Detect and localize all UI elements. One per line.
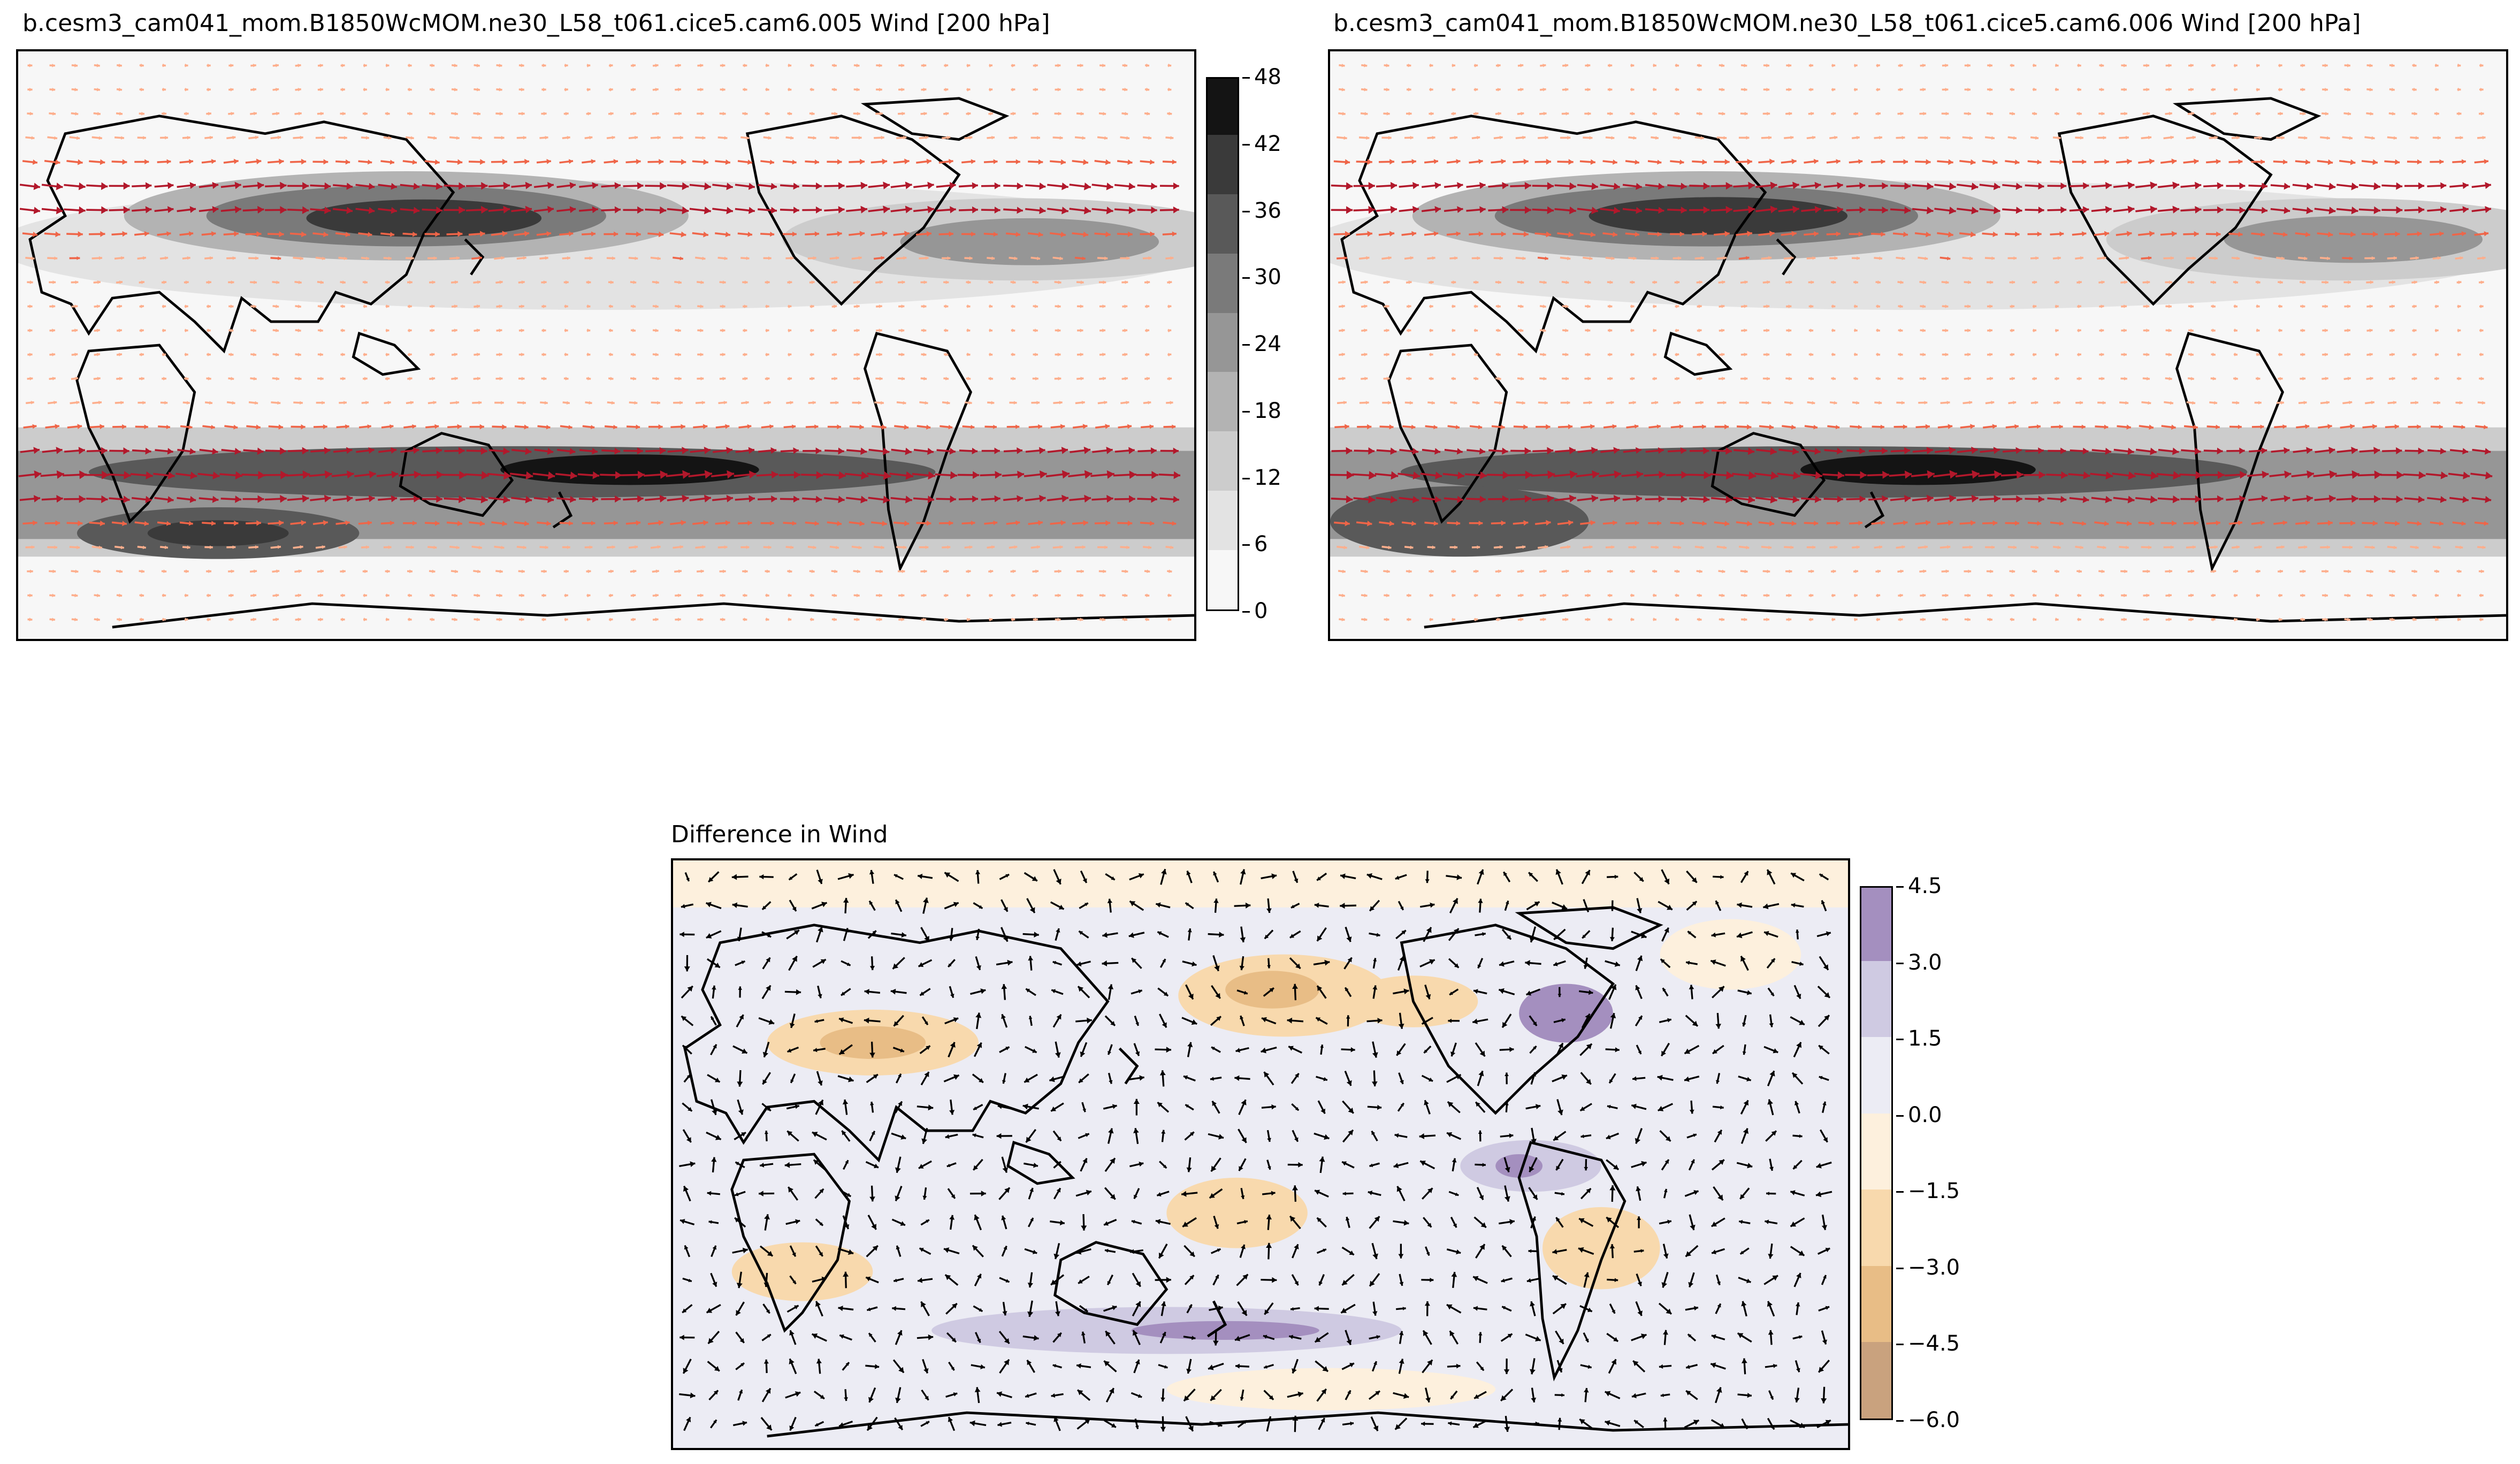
panel2-map [1328,49,2508,641]
wind-colorbar [1206,77,1239,611]
panel2-map-svg [1330,51,2506,639]
panel3-difference-contours [673,860,1848,1410]
colorbar-tick-label: 42 [1242,131,1281,156]
colorbar-segment [1861,1036,1891,1114]
colorbar-segment [1208,253,1238,313]
colorbar-segment [1208,490,1238,551]
colorbar-tick-label: −6.0 [1896,1408,1960,1432]
colorbar-segment [1861,1112,1891,1190]
colorbar-tick-label: 0.0 [1896,1102,1942,1127]
panel3-map-svg [673,860,1848,1448]
colorbar-tick-label: 6 [1242,532,1268,557]
panel2-coastlines [1340,97,2506,629]
colorbar-tick-label: −3.0 [1896,1255,1960,1280]
colorbar-segment [1208,431,1238,491]
colorbar-segment [1861,888,1891,961]
panel3-title: Difference in Wind [671,821,888,848]
colorbar-tick-label: −1.5 [1896,1179,1960,1204]
colorbar-tick-label: 24 [1242,332,1281,356]
colorbar-tick-label: 0 [1242,599,1268,623]
colorbar-segment [1861,960,1891,1038]
panel1-map-svg [18,51,1194,639]
colorbar-segment [1208,79,1238,135]
panel1-wind-contours [18,171,1194,559]
colorbar-segment [1208,134,1238,194]
colorbar-tick-label: 1.5 [1896,1026,1942,1051]
colorbar-tick-label: 48 [1242,65,1281,89]
colorbar-tick-label: 4.5 [1896,874,1942,898]
panel2-wind-contours [1330,171,2506,557]
colorbar-tick-label: 3.0 [1896,950,1942,975]
panel1-title: b.cesm3_cam041_mom.B1850WcMOM.ne30_L58_t… [22,10,1050,37]
colorbar-tick-label: 30 [1242,265,1281,290]
panel1-map [16,49,1196,641]
colorbar-tick-label: −4.5 [1896,1331,1960,1356]
colorbar-segment [1208,193,1238,254]
panel3-map [671,858,1850,1450]
colorbar-tick-label: 12 [1242,465,1281,490]
panel3-difference-vectors [679,868,1832,1432]
colorbar-segment [1861,1265,1891,1343]
colorbar-segment [1208,371,1238,432]
colorbar-tick-label: 18 [1242,398,1281,423]
panel2-title: b.cesm3_cam041_mom.B1850WcMOM.ne30_L58_t… [1333,10,2361,37]
panel1-wind-vectors [18,63,1181,622]
panel2-wind-vectors [1330,63,2493,622]
colorbar-tick-label: 36 [1242,198,1281,223]
colorbar-segment [1861,1341,1891,1419]
colorbar-segment [1208,312,1238,372]
colorbar-segment [1208,550,1238,609]
panel3-coastlines [683,906,1848,1438]
difference-colorbar [1860,886,1893,1420]
colorbar-segment [1861,1189,1891,1266]
panel1-coastlines [28,97,1194,629]
